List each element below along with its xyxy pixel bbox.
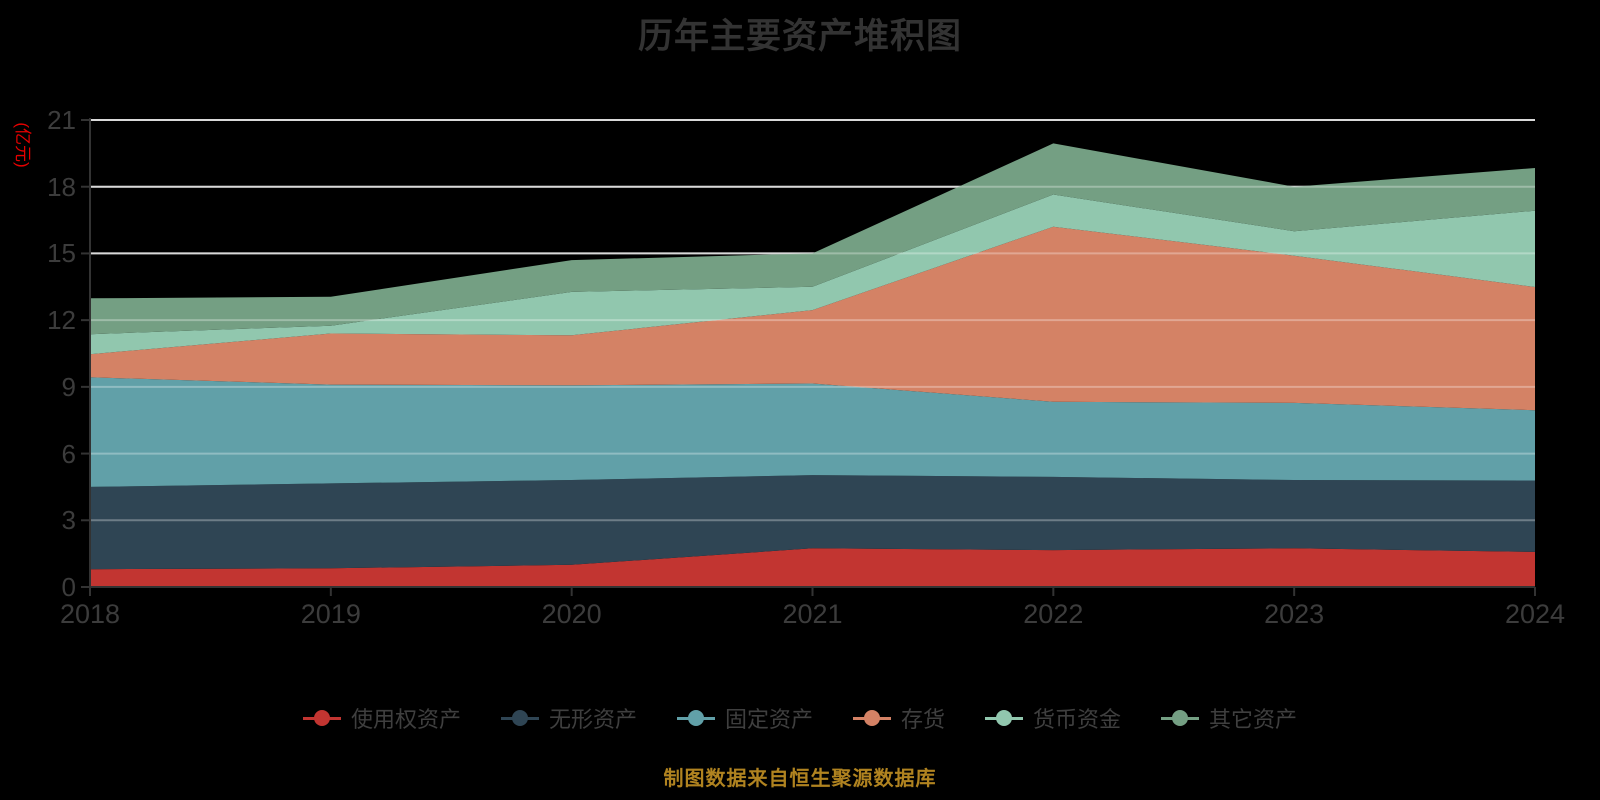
footer-note: 制图数据来自恒生聚源数据库 bbox=[663, 768, 937, 790]
legend-item-4[interactable]: 货币资金 bbox=[985, 702, 1121, 734]
legend-label: 无形资产 bbox=[548, 707, 637, 732]
x-tick-label: 2024 bbox=[1504, 599, 1566, 629]
x-tick-label: 2019 bbox=[300, 599, 361, 629]
x-tick-label: 2023 bbox=[1264, 599, 1325, 629]
legend-item-3[interactable]: 存货 bbox=[853, 702, 945, 734]
y-tick-label: 3 bbox=[61, 505, 76, 536]
x-tick-label: 2018 bbox=[59, 599, 121, 629]
area-series-2 bbox=[90, 377, 1535, 487]
area-series-4 bbox=[90, 194, 1535, 355]
legend-item-1[interactable]: 无形资产 bbox=[500, 702, 637, 734]
y-tick-label: 12 bbox=[47, 305, 76, 336]
x-tick-label: 2021 bbox=[782, 599, 843, 629]
area-series-1 bbox=[90, 475, 1535, 570]
legend-label: 其它资产 bbox=[1209, 707, 1298, 732]
legend-line-dot-icon bbox=[985, 709, 1024, 727]
area-series-5 bbox=[90, 143, 1535, 335]
legend-line-dot-icon bbox=[500, 709, 539, 727]
legend-line-dot-icon bbox=[853, 709, 891, 727]
legend-label: 货币资金 bbox=[1033, 707, 1122, 732]
legend-item-2[interactable]: 固定资产 bbox=[676, 702, 813, 734]
y-tick-label: 15 bbox=[47, 238, 76, 269]
x-tick-label: 2022 bbox=[1023, 599, 1084, 629]
x-tick-label: 2020 bbox=[541, 599, 602, 629]
legend-line-dot-icon bbox=[302, 709, 341, 727]
y-tick-label: 9 bbox=[61, 371, 76, 402]
y-tick-label: 21 bbox=[47, 105, 76, 135]
area-series-0 bbox=[90, 548, 1535, 587]
y-tick-label: 0 bbox=[61, 572, 76, 602]
legend: 使用权资产 无形资产 固定资产 存货 货币资金 其它资产 bbox=[0, 702, 1600, 734]
legend-label: 使用权资产 bbox=[350, 707, 461, 732]
legend-label: 固定资产 bbox=[724, 707, 813, 732]
y-tick-label: 18 bbox=[47, 171, 76, 202]
y-tick-label: 6 bbox=[61, 438, 76, 469]
legend-line-dot-icon bbox=[1161, 709, 1200, 727]
chart-title: 历年主要资产堆积图 bbox=[637, 17, 962, 56]
legend-item-0[interactable]: 使用权资产 bbox=[302, 702, 461, 734]
legend-line-dot-icon bbox=[676, 709, 715, 727]
area-series-3 bbox=[90, 226, 1535, 411]
legend-label: 存货 bbox=[901, 707, 946, 732]
legend-item-5[interactable]: 其它资产 bbox=[1161, 702, 1297, 734]
